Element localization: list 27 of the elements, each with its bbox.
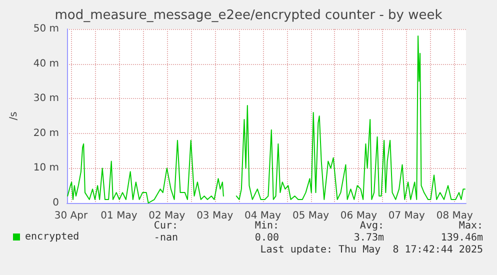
y-tick-label: 50 m [33,24,59,34]
x-tick-label: 05 May [292,210,330,222]
y-tick-label: 0 [52,198,59,208]
text: Cur: [154,220,178,232]
text: 0.00 [254,232,280,244]
text: 3.73m [354,232,384,244]
y-tick-label: 10 m [33,162,59,174]
text: Min: [254,220,280,232]
text: -nan [154,232,178,244]
y-tick-label: 20 m [33,128,59,139]
x-tick-label: 07 May [388,210,426,222]
y-tick-label: 40 m [33,58,59,70]
x-tick-label: 02 May [148,210,186,222]
legend-label: encrypted [25,232,80,242]
text: Avg: [360,220,384,232]
x-tick-label: 08 May [436,210,473,222]
x-tick-label: 30 Apr [54,210,88,222]
x-tick-label: 01 May [100,210,138,222]
text: Last update: Thu May 8 17:42:44 2025 [260,244,484,256]
x-tick-label: 04 May [244,210,282,222]
y-axis-title: /s [8,112,20,120]
x-tick-label: 03 May [196,210,234,222]
chart-title: mod_measure_message_e2ee/encrypted counter - by week [54,8,443,23]
text: 139.46m [440,232,484,244]
x-tick-label: 06 May [340,210,378,222]
text: Max: [458,220,484,232]
y-tick-label: 30 m [33,93,59,104]
